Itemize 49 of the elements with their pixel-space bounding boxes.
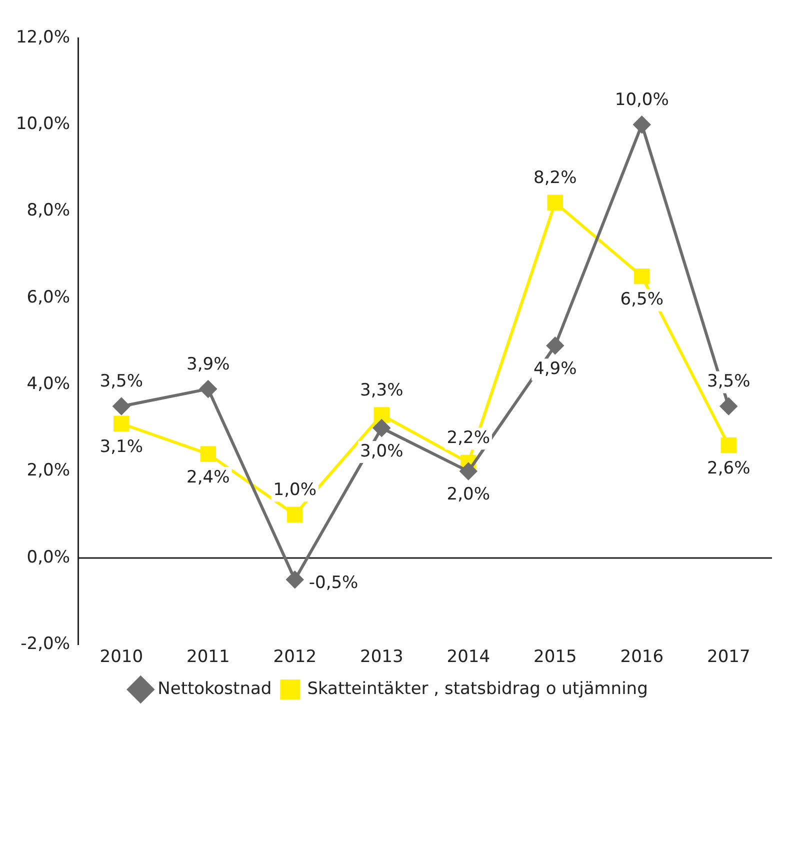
y-tick-label: 12,0% <box>16 27 70 48</box>
point <box>720 398 738 415</box>
y-tick-label: 2,0% <box>26 460 70 481</box>
point <box>547 194 563 211</box>
data-label: 8,2% <box>534 168 577 188</box>
point <box>720 437 736 454</box>
x-tick-label: 2014 <box>446 647 490 668</box>
point <box>634 268 650 284</box>
point <box>112 398 130 415</box>
data-label: 2,2% <box>446 428 490 448</box>
x-tick-label: 2016 <box>620 647 664 668</box>
x-tick-label: 2013 <box>360 647 404 668</box>
point <box>546 337 564 354</box>
data-label: 3,9% <box>186 354 230 374</box>
data-label: 2,4% <box>186 467 230 488</box>
y-tick-label: 6,0% <box>26 287 70 308</box>
point <box>200 380 217 398</box>
y-tick-label: 4,0% <box>26 374 70 394</box>
data-label: 2,6% <box>707 458 750 479</box>
x-tick-label: 2011 <box>186 647 230 668</box>
y-tick-label: 8,0% <box>26 200 70 221</box>
data-label: -0,5% <box>308 573 358 594</box>
data-label: 3,1% <box>100 437 143 458</box>
point <box>460 462 477 480</box>
point <box>633 116 650 134</box>
point <box>373 419 390 436</box>
point <box>286 571 304 588</box>
data-label: 10,0% <box>614 90 669 110</box>
x-tick-label: 2017 <box>706 647 750 668</box>
data-label: 6,5% <box>620 290 664 310</box>
data-label: 2,0% <box>446 484 490 505</box>
y-tick-label: -2,0% <box>20 634 70 654</box>
x-tick-label: 2010 <box>100 647 144 668</box>
data-label: 1,0% <box>273 480 316 500</box>
data-label: 3,5% <box>100 372 143 392</box>
point <box>287 506 303 522</box>
y-tick-label: 0,0% <box>26 547 70 568</box>
x-tick-label: 2012 <box>273 647 317 668</box>
y-tick-label: 10,0% <box>16 114 70 134</box>
data-label: 3,0% <box>360 441 404 462</box>
data-label: 3,3% <box>360 380 404 400</box>
data-label: 3,5% <box>707 372 750 392</box>
legend-label: Skatteintäkter , statsbidrag o utjämning <box>307 678 648 699</box>
data-label: 4,9% <box>534 359 577 380</box>
point <box>114 416 130 432</box>
legend-label: Nettokostnad <box>158 678 272 699</box>
x-tick-label: 2015 <box>533 647 577 668</box>
point <box>200 446 216 462</box>
point <box>374 407 390 423</box>
